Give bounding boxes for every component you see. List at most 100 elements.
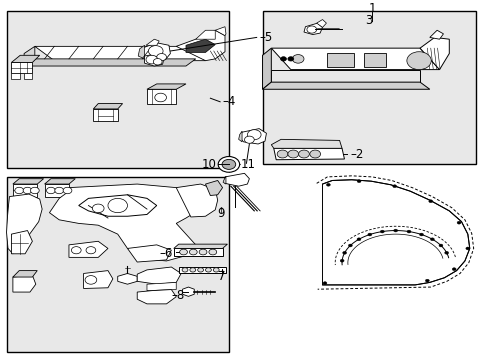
Circle shape [392,185,396,188]
Polygon shape [262,82,429,89]
Circle shape [30,187,39,194]
Circle shape [179,249,187,255]
Text: 9: 9 [217,207,224,220]
Text: 3: 3 [365,14,372,27]
Circle shape [197,268,203,272]
Polygon shape [69,241,108,257]
Circle shape [465,247,469,250]
Polygon shape [322,180,469,285]
Circle shape [153,59,162,65]
Circle shape [15,187,23,194]
Circle shape [425,279,428,282]
Circle shape [380,230,384,233]
Circle shape [419,233,423,236]
Circle shape [208,249,216,255]
Circle shape [108,198,127,213]
Polygon shape [224,173,249,186]
Bar [6,177,228,352]
Polygon shape [195,30,215,39]
Polygon shape [13,275,36,292]
Polygon shape [13,179,43,184]
Circle shape [189,249,197,255]
Polygon shape [173,248,222,256]
Polygon shape [83,271,113,288]
Polygon shape [93,104,122,109]
Circle shape [356,238,360,241]
Text: –8: –8 [171,289,184,302]
Text: 1: 1 [368,2,375,15]
Bar [327,53,353,67]
Text: 7: 7 [217,270,225,283]
Circle shape [340,259,344,262]
Polygon shape [239,129,266,144]
Circle shape [85,276,97,284]
Polygon shape [13,271,37,277]
Polygon shape [35,46,205,61]
Text: ↑: ↑ [217,206,224,215]
Circle shape [218,157,239,172]
Circle shape [148,46,163,57]
Circle shape [182,268,187,272]
Circle shape [199,249,206,255]
Circle shape [277,150,287,158]
Text: ↑: ↑ [218,269,224,278]
Circle shape [155,93,166,102]
Polygon shape [429,30,443,39]
Polygon shape [144,54,163,66]
Circle shape [393,229,397,232]
Circle shape [63,187,72,194]
Circle shape [146,55,158,64]
Circle shape [326,183,330,186]
Circle shape [247,130,261,140]
Polygon shape [146,39,159,45]
Polygon shape [176,184,217,217]
Circle shape [205,268,211,272]
Circle shape [356,180,360,183]
Text: –2: –2 [350,148,364,161]
Circle shape [323,282,326,284]
Polygon shape [24,46,35,66]
Polygon shape [44,184,69,197]
Polygon shape [79,195,157,216]
Circle shape [92,204,104,213]
Bar [6,10,228,168]
Polygon shape [11,55,40,62]
Circle shape [55,187,63,194]
Polygon shape [11,73,20,78]
Polygon shape [419,37,448,69]
Polygon shape [205,180,222,195]
Polygon shape [49,184,200,261]
Polygon shape [24,59,195,66]
Polygon shape [176,30,224,61]
Polygon shape [93,109,118,121]
Circle shape [367,233,371,236]
Circle shape [438,244,442,247]
Polygon shape [118,274,137,284]
Polygon shape [140,43,170,62]
Circle shape [157,54,166,61]
Polygon shape [137,289,176,304]
Circle shape [222,159,235,170]
Circle shape [244,136,254,143]
Text: 10: 10 [201,158,216,171]
Circle shape [292,55,304,63]
Circle shape [189,268,195,272]
Circle shape [444,251,447,254]
Polygon shape [147,84,185,89]
Polygon shape [24,73,32,78]
Bar [363,53,385,67]
Text: 11: 11 [240,158,255,171]
Polygon shape [6,194,42,254]
Polygon shape [273,148,344,160]
Circle shape [287,150,298,158]
Circle shape [309,150,320,158]
Polygon shape [44,179,75,184]
Circle shape [406,52,430,69]
Polygon shape [127,245,171,262]
Polygon shape [137,267,181,284]
Polygon shape [238,131,242,142]
Text: –5: –5 [259,31,272,44]
Text: –6: –6 [159,247,172,260]
Circle shape [287,57,293,61]
Circle shape [428,200,432,203]
